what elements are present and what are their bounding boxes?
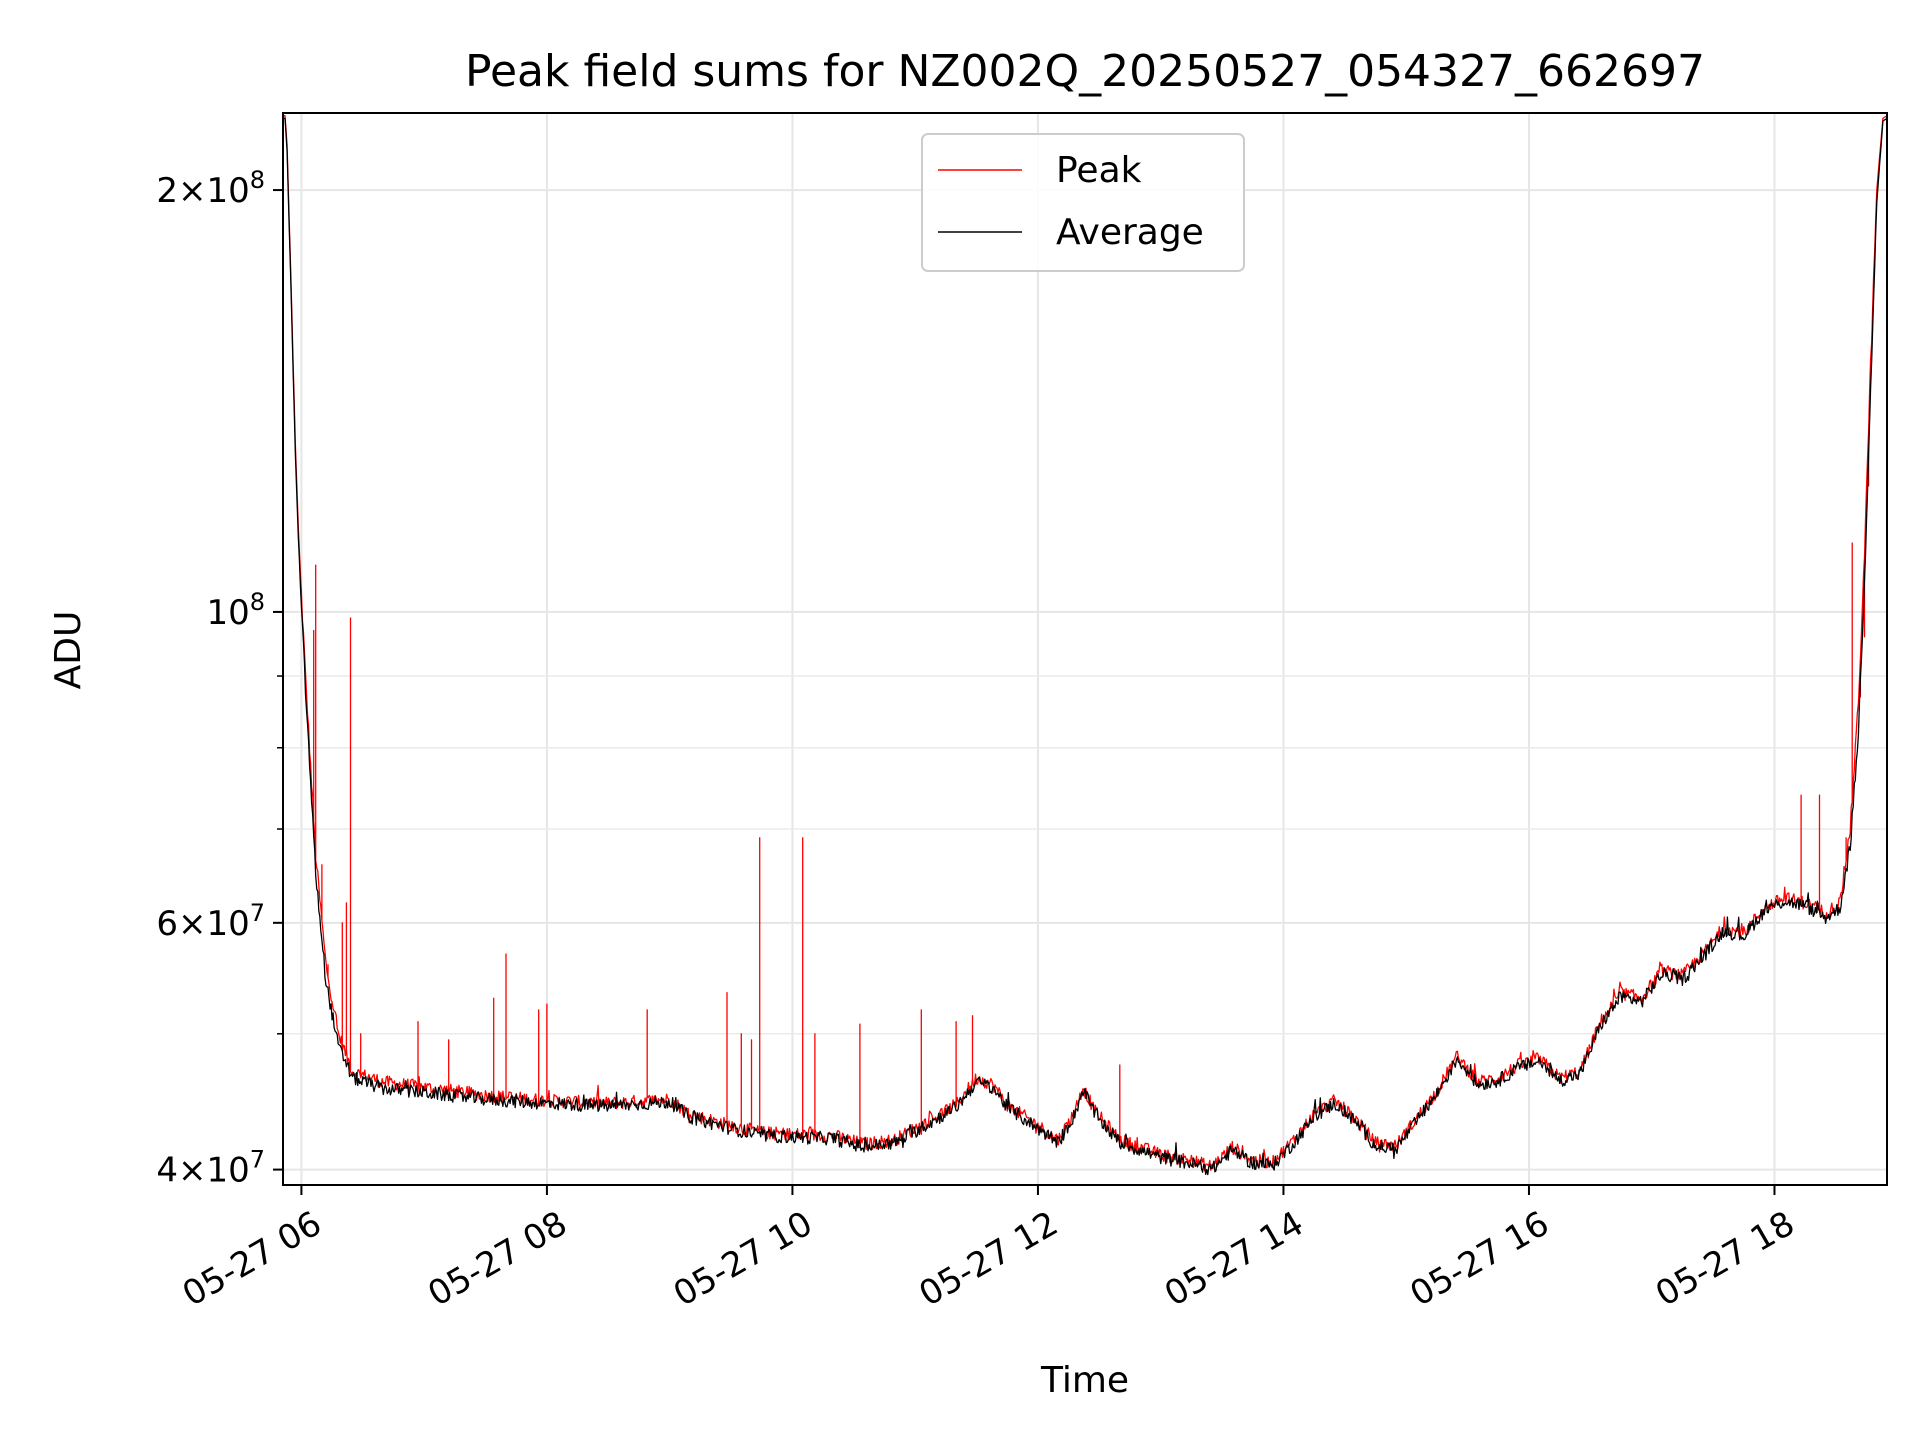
- y-tick-label: 4×107: [156, 1146, 265, 1191]
- y-axis: 4×107 6×107 108 2×108: [156, 166, 283, 1191]
- legend-box: [921, 133, 1245, 272]
- y-axis-label: ADU: [48, 611, 89, 690]
- y-tick-label: 108: [206, 588, 265, 633]
- legend: Peak Average: [921, 133, 1245, 272]
- legend-label-peak: Peak: [1056, 150, 1142, 191]
- series-average: [283, 117, 1887, 1176]
- chart-title: Peak field sums for NZ002Q_20250527_0543…: [465, 46, 1705, 97]
- y-tick-label: 6×107: [156, 899, 265, 944]
- series-layer: [283, 115, 1887, 1176]
- plot-frame: [282, 112, 1888, 1186]
- x-axis-label: Time: [1040, 1360, 1129, 1401]
- legend-label-average: Average: [1056, 212, 1204, 253]
- series-line-average: [283, 117, 1887, 1176]
- y-tick-label: 2×108: [156, 166, 265, 211]
